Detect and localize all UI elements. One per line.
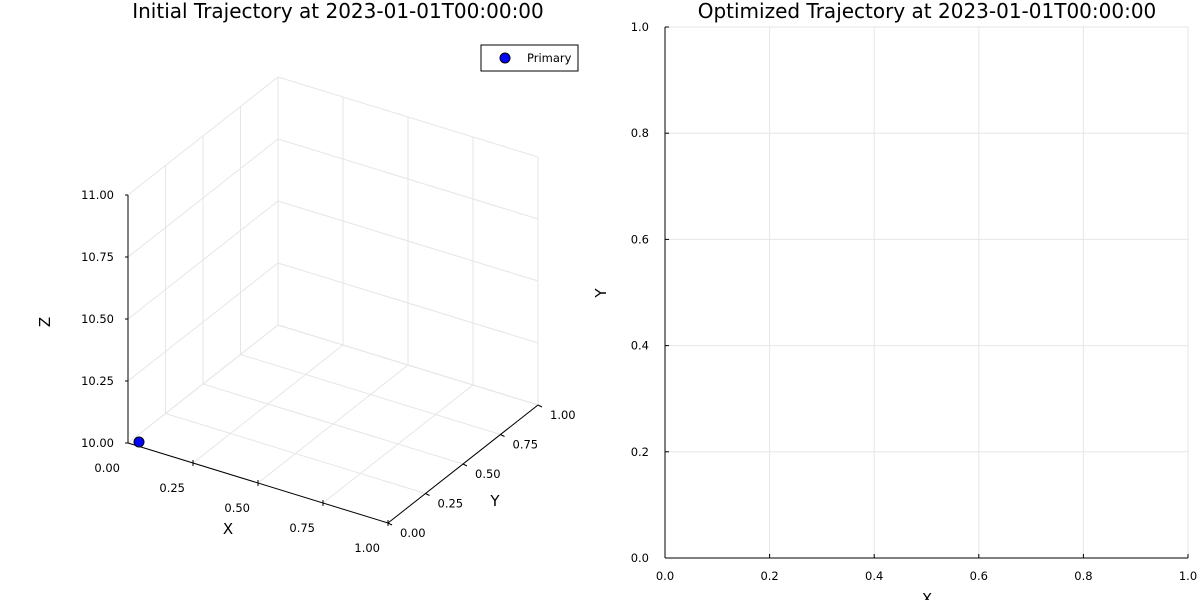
x-tick-label: 1.00 <box>354 541 380 555</box>
grid-line <box>127 76 279 196</box>
y-tick-label: 1.00 <box>550 408 576 422</box>
legend-box <box>480 44 579 72</box>
z-tick-label: 10.00 <box>81 436 114 450</box>
y-tick-label: 0.0 <box>631 551 649 565</box>
x-tick-label: 0.75 <box>289 521 315 535</box>
data-point <box>133 436 145 448</box>
y-tick-label: 0.50 <box>475 467 501 481</box>
x-tick-label: 1.0 <box>1179 569 1197 583</box>
y-tick-label: 0.25 <box>438 497 464 511</box>
y-tick-label: 0.75 <box>513 438 539 452</box>
left-z-axis-label: Z <box>36 317 54 327</box>
grid-line <box>322 384 474 504</box>
right-chart-title: Optimized Trajectory at 2023-01-01T00:00… <box>698 0 1157 23</box>
y-tick-label: 0.8 <box>631 126 649 140</box>
right-x-axis-label: X <box>922 590 932 600</box>
y-tick-mark <box>537 404 543 408</box>
x-tick-label: 0.0 <box>656 569 674 583</box>
optimized-trajectory-2d-plot: 0.0 0.2 0.4 0.6 0.8 1.0 0.0 0.2 0.4 0.6 0.8 1.0 Opt… <box>592 0 1197 600</box>
grid-2d <box>664 26 1189 559</box>
y-tick-label: 0.00 <box>400 526 426 540</box>
grid-line <box>277 76 539 158</box>
y-tick-label: 1.0 <box>631 20 649 34</box>
legend-marker <box>499 52 511 64</box>
grid-line <box>202 383 464 465</box>
x-tick-label: 0.2 <box>760 569 778 583</box>
x-tick-label: 0.50 <box>224 501 250 515</box>
y-tick-mark <box>425 493 430 496</box>
z-tick-label: 10.25 <box>81 374 114 388</box>
grid-line <box>277 138 539 220</box>
y-tick-label: 0.2 <box>631 445 649 459</box>
grid-line <box>277 324 539 406</box>
x-tick-label: 0.25 <box>159 481 185 495</box>
z-tick-label: 10.75 <box>81 250 114 264</box>
left-y-axis-label: Y <box>489 492 500 510</box>
z-tick-label: 11.00 <box>81 188 114 202</box>
x-tick-label: 0.8 <box>1074 569 1092 583</box>
x-tick-label: 0.4 <box>865 569 883 583</box>
axes-2d <box>664 27 1188 559</box>
initial-trajectory-3d-plot: 0.00 0.25 0.50 0.75 1.00 0.00 0.25 0.50 0.75 1.00… <box>36 0 579 555</box>
y-tick-mark <box>462 463 468 467</box>
y-tick-label: 0.4 <box>631 339 649 353</box>
x-tick-label: 0.00 <box>94 461 120 475</box>
y-tick-label: 0.6 <box>631 232 649 246</box>
grid-line <box>127 200 279 320</box>
right-y-axis-label: Y <box>592 288 610 299</box>
ticks-2d: 0.0 0.2 0.4 0.6 0.8 1.0 0.0 0.2 0.4 0.6 0.8 1.0 <box>631 20 1197 583</box>
grid-3d <box>127 76 539 524</box>
legend: Primary <box>480 44 579 72</box>
ticks-3d: 0.00 0.25 0.50 0.75 1.00 0.00 0.25 0.50 0.75 1.00… <box>81 188 576 555</box>
points-3d <box>133 436 145 448</box>
y-tick-mark <box>387 522 393 526</box>
y-tick-mark <box>500 434 505 437</box>
x-tick-label: 0.6 <box>970 569 988 583</box>
left-chart-title: Initial Trajectory at 2023-01-01T00:00:0… <box>132 0 544 23</box>
grid-line <box>277 200 539 282</box>
legend-label: Primary <box>527 51 572 65</box>
left-x-axis-label: X <box>223 520 233 538</box>
z-tick-label: 10.50 <box>81 312 114 326</box>
grid-line <box>240 354 501 435</box>
grid-line <box>127 138 279 258</box>
